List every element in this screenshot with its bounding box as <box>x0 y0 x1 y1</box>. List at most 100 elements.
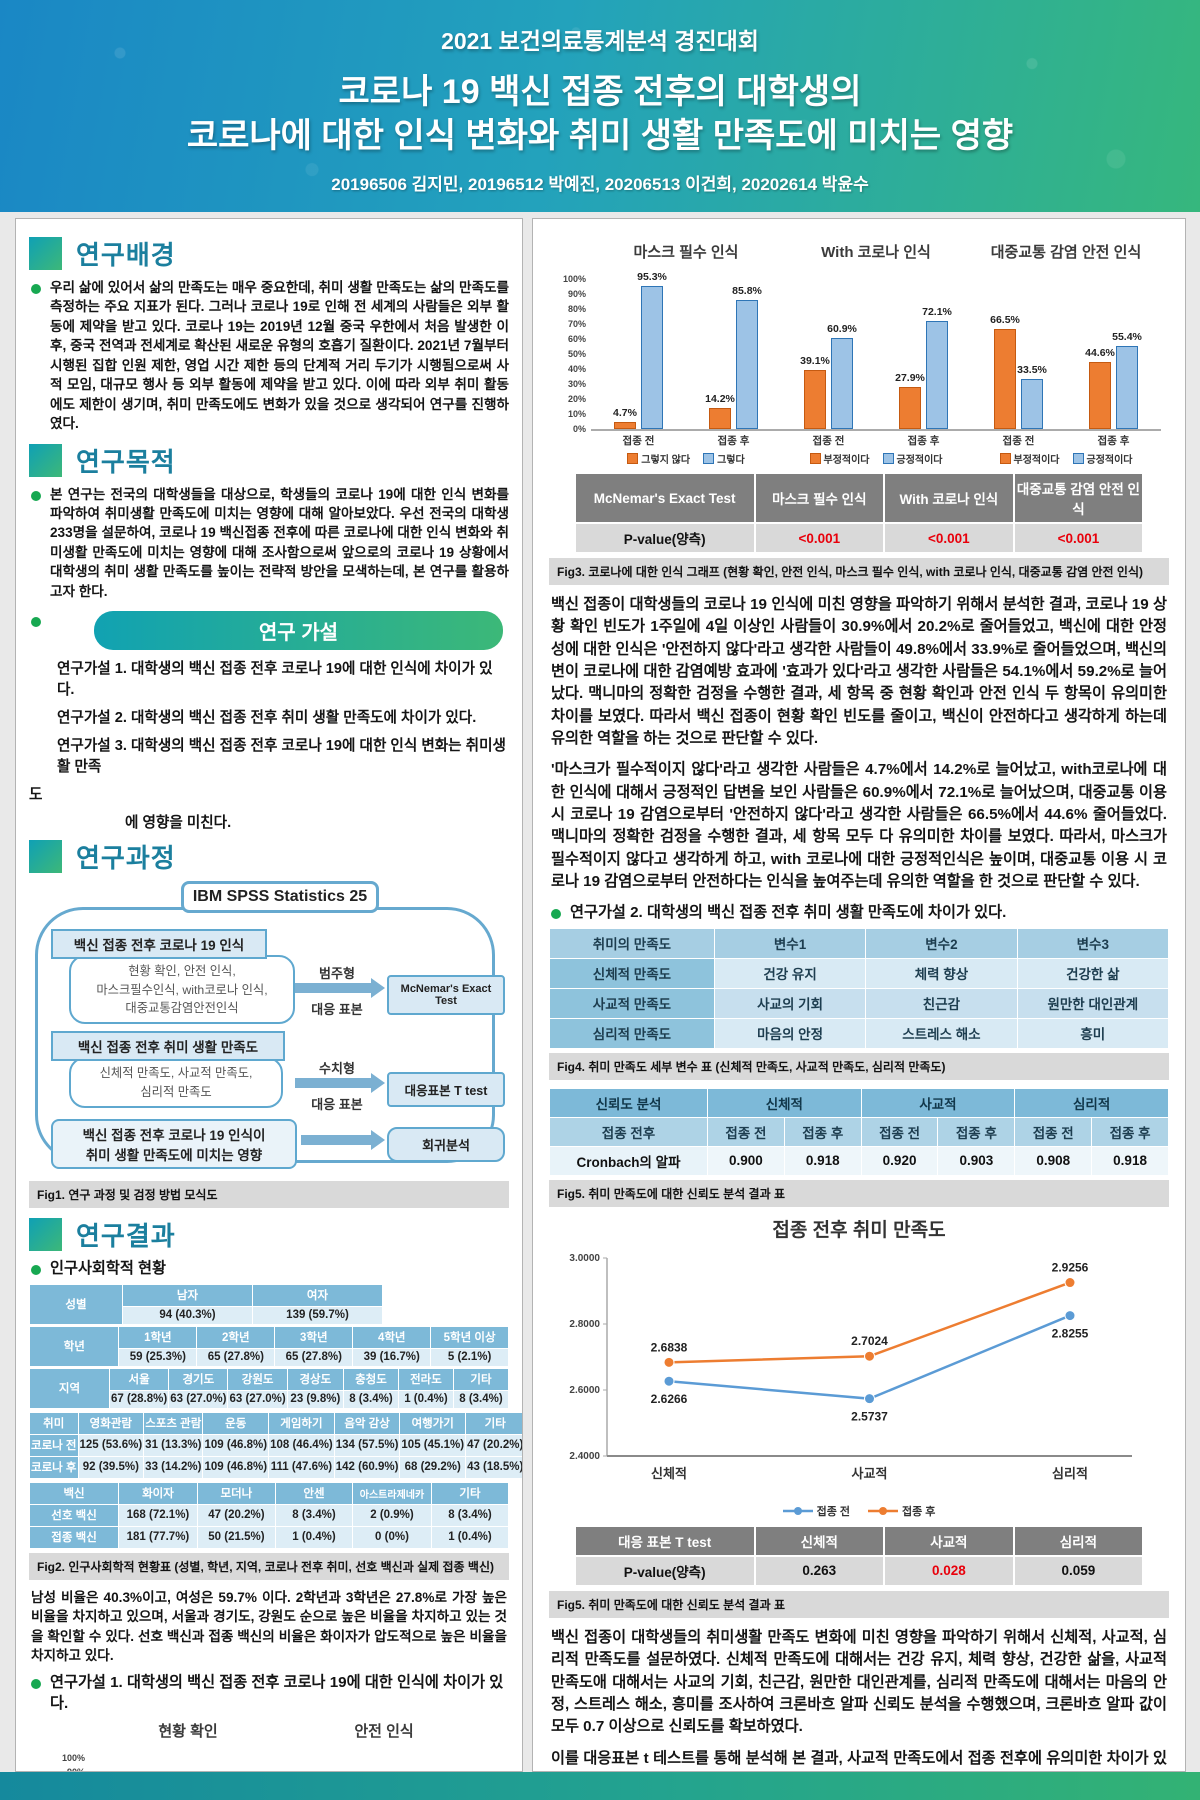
competition-name: 2021 보건의료통계분석 경진대회 <box>441 28 759 54</box>
cell: 스트레스 해소 <box>866 1018 1017 1048</box>
poster-title-line2: 코로나에 대한 인식 변화와 취미 생활 만족도에 미치는 영향 <box>186 117 1014 156</box>
legend-swatch <box>868 1506 898 1515</box>
fig5b-caption: Fig5. 취미 만족도에 대한 신뢰도 분석 결과 표 <box>549 1590 1169 1618</box>
cell: 8 (3.4%) <box>275 1504 353 1526</box>
chart-y-axis: 100%90%80%70%60%50%40%30%20%10%0% <box>56 1753 90 1771</box>
col-header: 접종 후 <box>938 1117 1015 1146</box>
cell: 105 (45.1%) <box>400 1434 466 1456</box>
demographics-gender-table: 성별 남자 여자 94 (40.3%) 139 (59.7%) <box>29 1284 383 1325</box>
bar-group: 14.2% 85.8% 접종 후 <box>705 279 762 447</box>
bar: 4.7% <box>613 407 637 429</box>
bar-value-label: 39.1% <box>800 355 830 368</box>
arrow-label: 범주형 <box>319 966 355 982</box>
section-square-icon <box>29 1218 62 1252</box>
col-header: 접종 전 <box>861 1117 938 1146</box>
chart-title: 대중교통 감염 안전 인식 <box>990 244 1142 261</box>
poster-body: 연구배경 우리 삶에 있어서 삶의 만족도는 매우 중요한데, 취미 생활 만족… <box>15 218 1186 1772</box>
cell: 건강한 삶 <box>1017 958 1168 988</box>
col-header: 여행가기 <box>400 1412 466 1434</box>
col-header: 심리적 <box>1014 1526 1143 1555</box>
col-header: 안센 <box>275 1482 353 1504</box>
col-header: 충청도 <box>343 1368 398 1390</box>
legend-swatch <box>882 453 894 464</box>
section-square-icon <box>29 840 62 874</box>
hypothesis-3-line1: 연구가설 3. 대학생의 백신 접종 전후 코로나 19에 대한 인식 변화는 … <box>57 738 506 776</box>
category-label: 접종 후 <box>717 435 750 447</box>
col-header: 2학년 <box>197 1326 275 1348</box>
section-process: 연구과정 <box>29 838 509 875</box>
col-header: 기타 <box>431 1482 508 1504</box>
chart-legend: 부정적이다 긍정적이다 <box>781 451 971 466</box>
hypothesis-banner-row: 연구 가설 <box>31 611 509 651</box>
bar-value-label: 95.3% <box>637 271 667 284</box>
legend-label: 긍정적이다 <box>896 455 943 466</box>
section-background: 연구배경 <box>29 235 509 272</box>
satisfaction-line-chart: 접종 전후 취미 만족도 3.0000 2.8000 2.6000 2.4000 신체적 사… <box>549 1215 1169 1519</box>
row-label: 선호 백신 <box>30 1504 119 1526</box>
chart-legend: 그렇지 않다 그렇다 <box>591 451 781 466</box>
cell: 8 (3.4%) <box>431 1504 508 1526</box>
legend-item: 부정적이다 <box>999 451 1060 466</box>
cell: 92 (39.5%) <box>78 1456 144 1478</box>
bar-group: 44.6% 55.4% 접종 후 <box>1085 279 1142 447</box>
diagram-result-mcnemar: McNemar's Exact Test <box>387 975 505 1016</box>
chart-y-axis: 100%90%80%70%60%50%40%30%20%10%0% <box>557 274 591 434</box>
col-header: 신체적 <box>755 1526 884 1555</box>
cell: 109 (46.8%) <box>203 1434 269 1456</box>
col-header: 기타 <box>453 1368 508 1390</box>
hypothesis2-title: 연구가설 2. 대학생의 백신 접종 전후 취미 생활 만족도에 차이가 있다. <box>570 904 1007 922</box>
cell: 125 (53.6%) <box>78 1434 144 1456</box>
detail-line: 신체적 만족도, 사교적 만족도, <box>99 1066 253 1081</box>
cell: 0 (0%) <box>353 1526 431 1548</box>
cell: 0.918 <box>1092 1146 1168 1175</box>
satisfaction-variables-table: 취미의 만족도 변수1 변수2 변수3 신체적 만족도 건강 유지 체력 향상 … <box>549 928 1169 1049</box>
col-header: 영화관람 <box>78 1412 144 1434</box>
background-text: 우리 삶에 있어서 삶의 만족도는 매우 중요한데, 취미 생활 만족도는 삶의… <box>50 280 509 432</box>
col-header: 모더나 <box>197 1482 275 1504</box>
row-label: 성별 <box>30 1284 122 1324</box>
legend-item: 그렇지 않다 <box>627 451 690 466</box>
bar-group: 66.5% 33.5% 접종 전 <box>990 279 1047 447</box>
category-label: 접종 후 <box>907 435 940 447</box>
cell: 2 (0.9%) <box>353 1504 431 1526</box>
arrow-label: 대응 표본 <box>311 1097 363 1113</box>
col-header: 사교적 <box>885 1526 1013 1555</box>
demographics-grade-table: 학년 1학년 2학년 3학년 4학년 5학년 이상 59 (25.3%) 65 … <box>29 1326 509 1367</box>
hypothesis-3-line2: 에 영향을 미친다. <box>125 815 232 832</box>
legend-item: 그렇다 <box>703 451 745 466</box>
hypothesis-2: 연구가설 2. 대학생의 백신 접종 전후 취미 생활 만족도에 차이가 있다. <box>57 710 477 727</box>
diagram-result-regression: 회귀분석 <box>387 1127 505 1163</box>
cell: 134 (57.5%) <box>334 1434 400 1456</box>
legend-swatch <box>1072 453 1084 464</box>
bar-value-label: 33.5% <box>1017 363 1047 376</box>
bar-value-label: 79.8% <box>206 1771 236 1772</box>
data-point <box>1064 1310 1076 1322</box>
cell: 31 (13.3%) <box>144 1434 203 1456</box>
cell: 67 (28.8%) <box>109 1390 169 1408</box>
y-tick-label: 10% <box>567 409 586 419</box>
bar: 66.5% <box>990 314 1020 429</box>
fig2-caption: Fig2. 인구사회학적 현황표 (성별, 학년, 지역, 코로나 전후 취미,… <box>29 1552 509 1580</box>
chart-plot: 66.5% 33.5% 접종 전 44.6% 55.4% 접종 후 <box>971 279 1161 447</box>
legend-swatch <box>782 1506 813 1515</box>
col-header: 운동 <box>203 1412 269 1434</box>
section-results: 연구결과 <box>29 1216 509 1253</box>
legend-swatch <box>703 453 715 464</box>
svg-text:2.5737: 2.5737 <box>851 1410 888 1424</box>
diagram-box-perception: 백신 접종 전후 코로나 19 인식 <box>51 929 267 960</box>
table-title: 대응 표본 T test <box>575 1526 754 1555</box>
section-title: 연구목적 <box>76 446 176 477</box>
cell: 65 (27.8%) <box>197 1348 275 1366</box>
legend-item: 접종 후 <box>868 1503 935 1519</box>
row-label: 지역 <box>30 1368 109 1408</box>
cell: 139 (59.7%) <box>253 1306 382 1324</box>
y-tick-label: 90% <box>567 289 586 299</box>
section-title: 연구배경 <box>76 240 176 270</box>
svg-text:2.4000: 2.4000 <box>569 1451 600 1462</box>
col-header: 변수2 <box>866 928 1017 958</box>
status-check-chart: 현황 확인69.1%30.9%접종 전79.8%20.2%접종 후3일 이하4일… <box>90 1720 286 1772</box>
left-panel: 연구배경 우리 삶에 있어서 삶의 만족도는 매우 중요한데, 취미 생활 만족… <box>15 218 523 1772</box>
row-label: 백신 <box>30 1482 119 1504</box>
arrow-icon <box>295 1073 385 1094</box>
cell: 0.920 <box>861 1146 938 1175</box>
